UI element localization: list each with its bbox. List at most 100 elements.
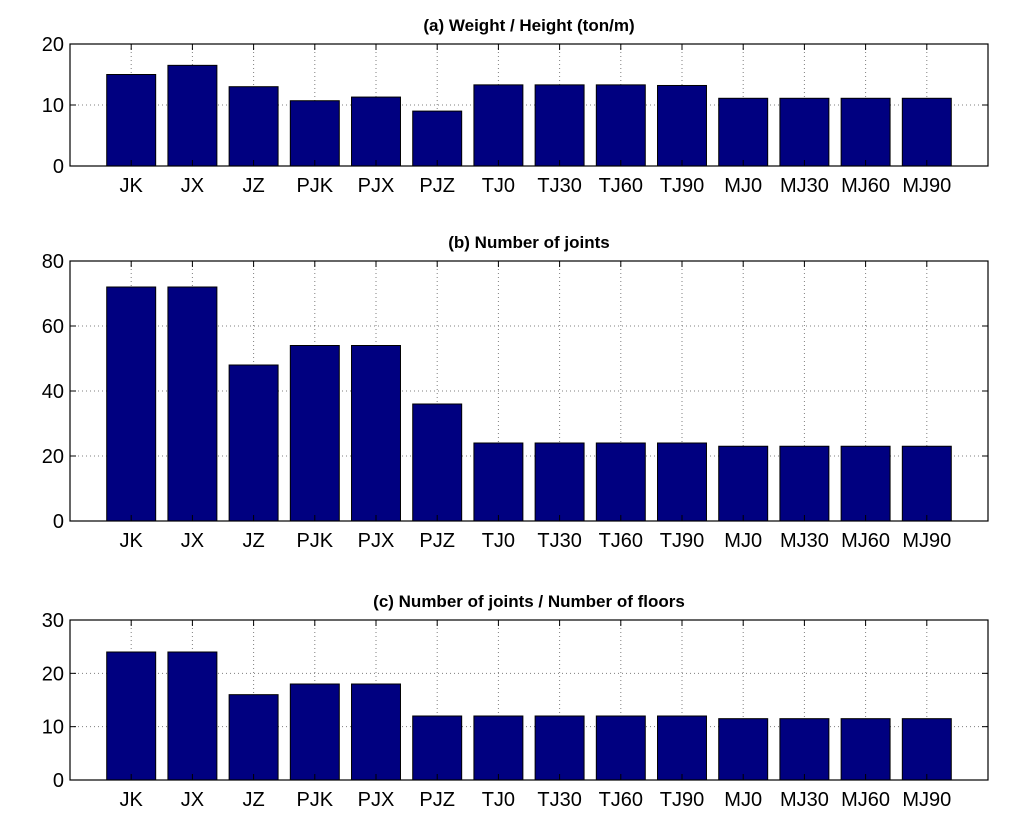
x-tick-label: PJK xyxy=(296,789,333,811)
x-tick-label: TJ0 xyxy=(482,175,515,197)
x-tick-label: PJK xyxy=(296,530,333,552)
y-tick-label: 20 xyxy=(42,446,64,468)
x-tick-label: MJ30 xyxy=(780,789,829,811)
x-tick-label: JX xyxy=(181,175,204,197)
bar-pjx xyxy=(351,96,401,167)
chart-panel-2: (b) Number of joints 0 20 40 60 80 JK JX JZ PJK PJ… xyxy=(42,233,989,552)
bar-tj0 xyxy=(473,442,524,522)
bar-pjx xyxy=(351,683,401,781)
x-tick-label: TJ60 xyxy=(599,530,643,552)
y-tick-label: 80 xyxy=(42,251,64,273)
x-tick-label: MJ0 xyxy=(724,789,762,811)
y-tick-label: 0 xyxy=(53,156,64,178)
x-tick-label: JK xyxy=(120,789,144,811)
y-tick-label: 20 xyxy=(42,34,64,56)
x-tick-label: MJ90 xyxy=(902,789,951,811)
y-tick-label: 10 xyxy=(42,95,64,117)
chart-panel-3: (c) Number of joints / Number of floors 0… xyxy=(42,592,989,811)
x-tick-label: TJ90 xyxy=(660,789,704,811)
bar-mj90 xyxy=(901,445,952,522)
x-tick-label: MJ0 xyxy=(724,530,762,552)
bar-pjz xyxy=(412,403,463,522)
bar-mj0 xyxy=(718,445,769,522)
x-tick-label: JZ xyxy=(242,175,264,197)
bar-tj30 xyxy=(534,715,585,781)
y-tick-label: 20 xyxy=(42,663,64,685)
x-tick-label: MJ90 xyxy=(902,530,951,552)
x-tick-label: JX xyxy=(181,789,204,811)
y-tick-label: 60 xyxy=(42,316,64,338)
x-tick-label: TJ30 xyxy=(537,789,581,811)
x-tick-label: JZ xyxy=(242,530,264,552)
bar-tj30 xyxy=(534,84,585,167)
bar-tj30 xyxy=(534,442,585,522)
x-tick-label: TJ0 xyxy=(482,789,515,811)
x-tick-label: JX xyxy=(181,530,204,552)
x-tick-label: TJ60 xyxy=(599,789,643,811)
y-tick-label: 40 xyxy=(42,381,64,403)
bar-mj60 xyxy=(840,445,891,522)
chart-panel-1: (a) Weight / Height (ton/m) 0 10 20 JK JX JZ PJ… xyxy=(42,16,989,197)
bar-pjk xyxy=(289,345,340,522)
bar-jk xyxy=(106,651,157,781)
x-tick-label: PJX xyxy=(358,175,395,197)
bar-jk xyxy=(106,286,157,522)
chart-title: (a) Weight / Height (ton/m) xyxy=(423,16,634,35)
x-tick-label: JK xyxy=(120,530,144,552)
x-tick-label: MJ30 xyxy=(780,530,829,552)
bar-mj90 xyxy=(901,718,952,781)
y-tick-label: 10 xyxy=(42,717,64,739)
x-tick-label: TJ30 xyxy=(537,530,581,552)
bar-tj90 xyxy=(657,442,707,522)
bar-pjx xyxy=(351,345,401,522)
x-tick-label: MJ0 xyxy=(724,175,762,197)
bar-mj30 xyxy=(779,97,830,167)
y-tick-label: 30 xyxy=(42,610,64,632)
bar-jz xyxy=(228,694,279,781)
chart-title: (c) Number of joints / Number of floors xyxy=(373,592,685,611)
x-tick-label: MJ30 xyxy=(780,175,829,197)
y-tick-label: 0 xyxy=(53,511,64,533)
x-tick-label: TJ30 xyxy=(537,175,581,197)
bar-jz xyxy=(228,364,279,522)
x-tick-label: TJ90 xyxy=(660,175,704,197)
plot-frame xyxy=(69,619,989,781)
bar-pjk xyxy=(289,683,340,781)
x-tick-label: PJK xyxy=(296,175,333,197)
bar-mj30 xyxy=(779,445,830,522)
bar-tj90 xyxy=(657,84,707,167)
y-tick-label: 0 xyxy=(53,770,64,792)
bar-jz xyxy=(228,86,279,167)
x-tick-label: PJZ xyxy=(419,530,455,552)
bar-tj0 xyxy=(473,715,524,781)
x-tick-label: PJX xyxy=(358,789,395,811)
x-tick-label: PJZ xyxy=(419,175,455,197)
x-tick-label: JZ xyxy=(242,789,264,811)
bar-pjk xyxy=(289,100,340,167)
bar-jx xyxy=(167,64,218,167)
bar-tj90 xyxy=(657,715,707,781)
x-tick-label: JK xyxy=(120,175,144,197)
x-tick-label: PJX xyxy=(358,530,395,552)
bar-mj60 xyxy=(840,97,891,167)
x-tick-label: TJ60 xyxy=(599,175,643,197)
x-tick-label: MJ90 xyxy=(902,175,951,197)
x-tick-label: PJZ xyxy=(419,789,455,811)
bar-mj90 xyxy=(901,97,952,167)
bar-mj30 xyxy=(779,718,830,781)
bar-pjz xyxy=(412,715,463,781)
bar-mj0 xyxy=(718,718,769,781)
bar-mj0 xyxy=(718,97,769,167)
x-tick-label: TJ90 xyxy=(660,530,704,552)
bar-jx xyxy=(167,286,218,522)
bar-tj60 xyxy=(595,715,646,781)
bar-mj60 xyxy=(840,718,891,781)
bar-tj60 xyxy=(595,442,646,522)
x-tick-label: MJ60 xyxy=(841,175,890,197)
chart-title: (b) Number of joints xyxy=(448,233,609,252)
bar-jk xyxy=(106,74,157,167)
bar-jx xyxy=(167,651,218,781)
x-tick-label: TJ0 xyxy=(482,530,515,552)
bar-tj0 xyxy=(473,84,524,167)
